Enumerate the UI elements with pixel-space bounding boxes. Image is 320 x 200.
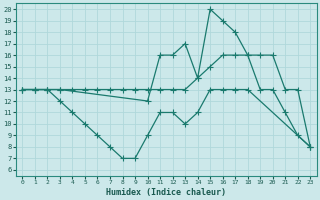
X-axis label: Humidex (Indice chaleur): Humidex (Indice chaleur) — [106, 188, 226, 197]
